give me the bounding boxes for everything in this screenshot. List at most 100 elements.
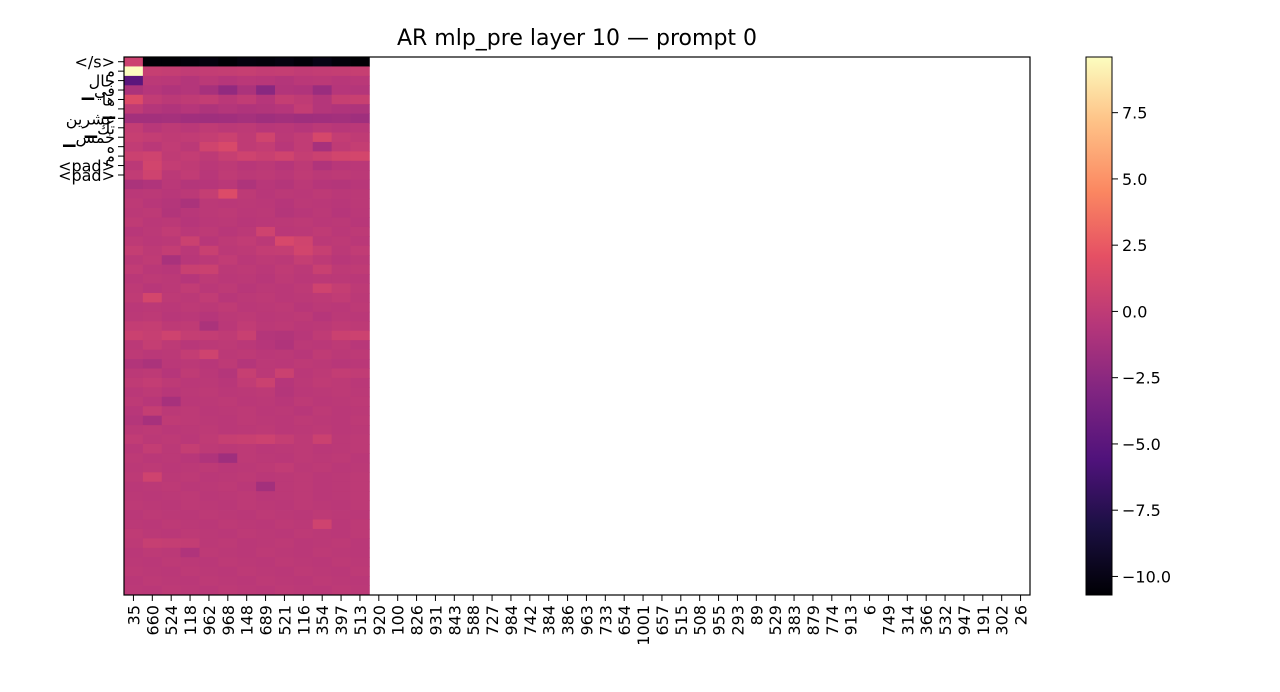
heatmap-cell: [312, 160, 333, 171]
heatmap-cell: [142, 283, 163, 294]
heatmap-cell: [180, 510, 200, 520]
x-tick-label: 191: [974, 605, 993, 636]
heatmap-cell: [350, 481, 370, 492]
heatmap-cell: [218, 151, 238, 162]
heatmap-cell: [312, 85, 333, 96]
heatmap-cell: [124, 292, 144, 303]
heatmap-cell: [161, 368, 182, 379]
heatmap-cell: [218, 179, 238, 190]
heatmap-cell: [350, 75, 370, 86]
heatmap-cell: [180, 245, 200, 256]
heatmap-cell: [350, 472, 370, 483]
heatmap-cell: [124, 113, 144, 124]
heatmap-cell: [124, 179, 144, 190]
heatmap-cell: [237, 481, 257, 492]
heatmap-cell: [142, 208, 163, 218]
heatmap-cell: [350, 226, 370, 237]
heatmap-cell: [180, 292, 200, 303]
heatmap-cell: [218, 283, 238, 294]
heatmap-cell: [180, 198, 200, 209]
heatmap-cell: [142, 425, 163, 435]
heatmap-cell: [312, 443, 333, 454]
heatmap-cell: [293, 160, 314, 171]
heatmap-cell: [199, 255, 219, 266]
heatmap-cell: [312, 208, 333, 218]
heatmap-cell: [142, 396, 163, 407]
heatmap-cell: [218, 425, 238, 435]
heatmap-cell: [180, 538, 200, 549]
x-tick-label: 515: [672, 605, 691, 636]
y-tick-label: ها: [102, 90, 115, 109]
heatmap-cell: [180, 75, 200, 86]
heatmap-cell: [142, 538, 163, 549]
heatmap-cell: [142, 491, 163, 502]
heatmap-cell: [161, 311, 182, 322]
heatmap-cell: [350, 547, 370, 558]
heatmap-cell: [350, 415, 370, 426]
heatmap-cell: [124, 104, 144, 115]
heatmap-cell: [331, 510, 351, 520]
heatmap-cell: [237, 170, 257, 181]
heatmap-cell: [331, 349, 351, 360]
heatmap-cell: [142, 94, 163, 105]
heatmap-cell: [256, 491, 276, 502]
heatmap-cell: [142, 387, 163, 398]
heatmap-cell: [350, 104, 370, 115]
heatmap-cell: [161, 576, 182, 586]
heatmap-cell: [350, 311, 370, 322]
heatmap-cell: [275, 245, 295, 256]
x-tick-label: 968: [219, 605, 238, 636]
heatmap-cell: [275, 141, 295, 152]
heatmap-cell: [331, 557, 351, 568]
heatmap-cell: [237, 123, 257, 133]
heatmap-cell: [161, 123, 182, 133]
heatmap-cell: [199, 538, 219, 549]
heatmap-cell: [180, 406, 200, 417]
heatmap-cell: [124, 547, 144, 558]
heatmap-cell: [180, 528, 200, 539]
heatmap-cell: [180, 368, 200, 379]
x-tick-label: 384: [540, 605, 559, 636]
heatmap-cell: [199, 330, 219, 341]
heatmap-cell: [350, 434, 370, 445]
heatmap-cell: [124, 330, 144, 341]
heatmap-cell: [199, 151, 219, 162]
heatmap-cell: [350, 217, 370, 228]
heatmap-cell: [350, 406, 370, 417]
heatmap-cell: [124, 340, 144, 350]
heatmap-cell: [293, 75, 314, 86]
heatmap-cell: [293, 226, 314, 237]
heatmap-cell: [331, 500, 351, 511]
heatmap-cell: [218, 226, 238, 237]
heatmap-cell: [293, 283, 314, 294]
y-tick-label: عشرين: [66, 109, 115, 129]
x-tick-label: 513: [351, 605, 370, 636]
heatmap-cell: [312, 104, 333, 115]
heatmap-cell: [256, 510, 276, 520]
heatmap-cell: [293, 57, 314, 67]
heatmap-cell: [142, 170, 163, 181]
heatmap-cell: [180, 425, 200, 435]
heatmap-cell: [124, 377, 144, 388]
x-tick-label: 749: [879, 605, 898, 636]
heatmap-cell: [256, 264, 276, 275]
heatmap-cell: [142, 226, 163, 237]
x-tick-label: 1001: [634, 605, 653, 646]
heatmap-cell: [350, 198, 370, 209]
heatmap-cell: [331, 236, 351, 247]
heatmap-cell: [218, 396, 238, 407]
heatmap-cell: [312, 472, 333, 483]
y-tick-label: ▁في: [81, 81, 115, 101]
heatmap-cell: [312, 406, 333, 417]
heatmap-cell: [142, 406, 163, 417]
heatmap-cell: [275, 198, 295, 209]
heatmap-cell: [293, 453, 314, 464]
colorbar-tick-label: −7.5: [1122, 501, 1161, 520]
colorbar-tick-label: 2.5: [1122, 236, 1147, 255]
x-tick-label: 118: [181, 605, 200, 636]
heatmap-cell: [331, 491, 351, 502]
heatmap-cell: [275, 406, 295, 417]
heatmap-cell: [124, 368, 144, 379]
heatmap-cell: [275, 283, 295, 294]
heatmap-cell: [237, 415, 257, 426]
